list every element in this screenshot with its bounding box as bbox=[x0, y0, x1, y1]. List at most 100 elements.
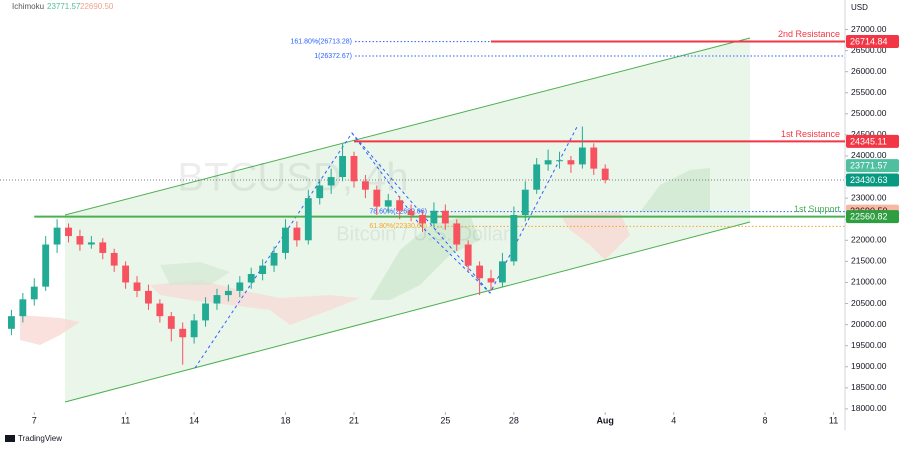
candle-body bbox=[87, 242, 95, 245]
candle-body bbox=[122, 265, 130, 283]
y-tick-label: 26000.00 bbox=[851, 66, 887, 76]
pattern-line bbox=[351, 132, 491, 294]
candle-body bbox=[521, 189, 529, 215]
candle-body bbox=[487, 278, 495, 283]
channel-fill bbox=[65, 38, 750, 402]
cloud bbox=[640, 168, 710, 212]
x-tick-label: 4 bbox=[671, 415, 676, 425]
candle-body bbox=[407, 210, 415, 215]
candle-body bbox=[259, 265, 267, 275]
y-tick-label: 24500.00 bbox=[851, 129, 887, 139]
x-tick-label: 25 bbox=[440, 415, 450, 425]
x-tick-label: Aug bbox=[596, 415, 614, 425]
brand-logo bbox=[5, 435, 15, 442]
y-tick-label: 18000.00 bbox=[851, 403, 887, 413]
y-tick-label: 27000.00 bbox=[851, 24, 887, 34]
candle-body bbox=[453, 223, 461, 245]
candle-body bbox=[578, 147, 586, 165]
y-tick-label: 24000.00 bbox=[851, 150, 887, 160]
candle-body bbox=[350, 155, 358, 182]
candle-body bbox=[282, 227, 289, 253]
x-tick-label: 8 bbox=[763, 415, 768, 425]
x-tick-label: 7 bbox=[32, 415, 37, 425]
candle-body bbox=[499, 261, 506, 283]
y-tick-label: 20500.00 bbox=[851, 298, 887, 308]
y-tick-label: 19500.00 bbox=[851, 340, 887, 350]
price-badge-label: 24345.11 bbox=[850, 136, 887, 146]
indicator-value: 22690.50 bbox=[80, 2, 114, 11]
channel-lower bbox=[64, 221, 751, 403]
price-badge bbox=[846, 134, 899, 148]
level-label: 1st Support bbox=[794, 204, 841, 214]
candle-body bbox=[510, 215, 518, 262]
x-tick-label: 28 bbox=[509, 415, 519, 425]
candle-body bbox=[339, 155, 346, 178]
y-tick-label: 20000.00 bbox=[851, 319, 887, 329]
candle-body bbox=[419, 215, 426, 224]
price-badge-label: 22560.82 bbox=[850, 212, 888, 222]
cloud bbox=[150, 280, 360, 325]
candle-body bbox=[384, 200, 392, 207]
x-tick-label: 14 bbox=[189, 415, 199, 425]
level-label: 2nd Resistance bbox=[778, 29, 840, 39]
candle-body bbox=[396, 200, 404, 211]
indicator-name: Ichimoku bbox=[12, 2, 44, 11]
candle-body bbox=[236, 282, 244, 291]
candle-body bbox=[53, 227, 61, 245]
candle-body bbox=[213, 295, 221, 304]
y-tick-label: 21000.00 bbox=[851, 277, 887, 287]
price-badge-label: 26714.84 bbox=[850, 36, 888, 46]
candle-body bbox=[590, 147, 598, 169]
price-badge bbox=[846, 35, 899, 49]
candle-body bbox=[224, 290, 232, 296]
candle-body bbox=[156, 303, 164, 317]
candle-body bbox=[476, 265, 484, 279]
candle-body bbox=[167, 316, 175, 329]
price-badge bbox=[846, 210, 899, 224]
candle-body bbox=[601, 168, 609, 180]
y-tick-label: 19000.00 bbox=[851, 361, 887, 371]
watermark-symbol: BTCUSD, 4h bbox=[177, 156, 408, 200]
candle-body bbox=[65, 227, 72, 237]
x-tick-label: 18 bbox=[280, 415, 290, 425]
candle-body bbox=[42, 244, 50, 287]
watermark-description: Bitcoin / U.S. Dollar bbox=[336, 223, 510, 245]
candle-body bbox=[202, 303, 209, 321]
candle-body bbox=[293, 227, 301, 241]
candle-body bbox=[270, 252, 278, 266]
candle-body bbox=[464, 244, 472, 266]
y-tick-label: 23000.00 bbox=[851, 192, 887, 202]
candle-body bbox=[361, 181, 369, 190]
candle-body bbox=[247, 274, 255, 283]
cloud bbox=[160, 262, 230, 285]
fib-label: 61.80%(22330.60) bbox=[369, 223, 427, 230]
candle-body bbox=[567, 160, 575, 165]
y-tick-label: 26500.00 bbox=[851, 45, 887, 55]
candle-body bbox=[190, 320, 198, 338]
level-label: 1st Resistance bbox=[781, 129, 840, 139]
cloud bbox=[370, 215, 480, 300]
y-tick-label: 21500.00 bbox=[851, 256, 887, 266]
brand: TradingView bbox=[18, 434, 62, 443]
indicator-value: 23771.57 bbox=[47, 2, 81, 11]
candle-body bbox=[76, 236, 84, 245]
candle-body bbox=[110, 252, 118, 266]
y-tick-label: 25000.00 bbox=[851, 108, 887, 118]
candle-body bbox=[373, 189, 381, 207]
x-tick-label: 11 bbox=[829, 415, 838, 425]
candle-body bbox=[145, 290, 152, 304]
candle-body bbox=[544, 160, 552, 165]
fib-label: 1(26372.67) bbox=[314, 53, 352, 60]
candle-body bbox=[430, 210, 438, 224]
fib-label: 78.60%(22680.06) bbox=[369, 208, 427, 215]
cloud bbox=[560, 212, 630, 260]
x-tick-label: 21 bbox=[349, 415, 359, 425]
candle-body bbox=[441, 210, 449, 224]
price-badge-label: 23771.57 bbox=[850, 160, 888, 170]
candle-body bbox=[179, 328, 187, 338]
price-badge-label: 23430.63 bbox=[850, 175, 888, 185]
y-tick-label: 25500.00 bbox=[851, 87, 887, 97]
candle-body bbox=[19, 299, 27, 317]
candle-body bbox=[7, 316, 15, 329]
